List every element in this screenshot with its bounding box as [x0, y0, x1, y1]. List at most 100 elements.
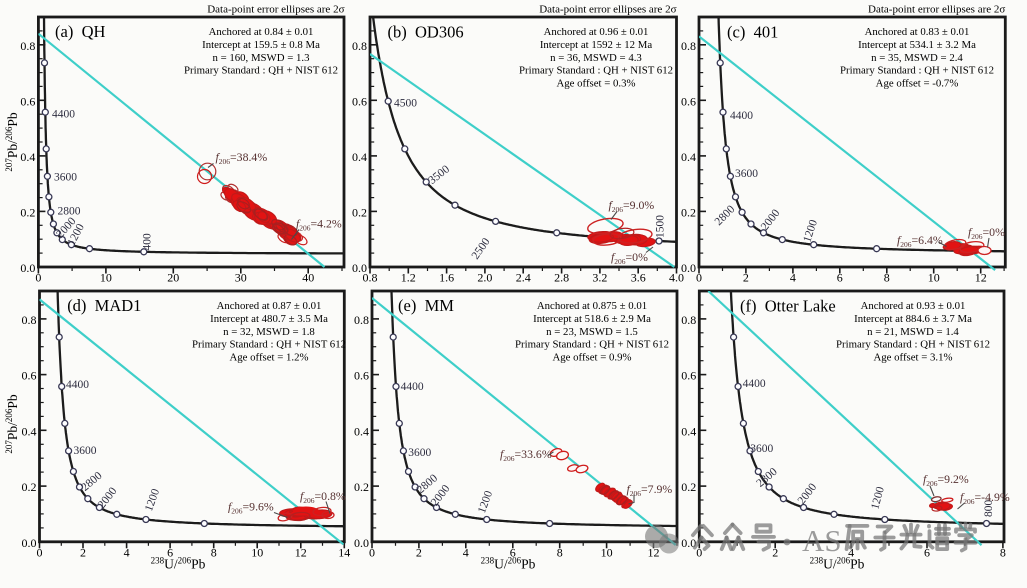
svg-text:Intercept at 884.6 ± 3.7 Ma: Intercept at 884.6 ± 3.7 Ma	[854, 313, 972, 325]
svg-text:f206=9.6%: f206=9.6%	[228, 500, 274, 516]
svg-text:238U/206Pb: 238U/206Pb	[810, 556, 865, 572]
svg-text:2: 2	[80, 545, 86, 559]
svg-text:Age offset = -0.7%: Age offset = -0.7%	[876, 77, 959, 89]
svg-text:0.6: 0.6	[352, 94, 367, 108]
svg-text:1200: 1200	[869, 485, 887, 511]
svg-text:3600: 3600	[54, 172, 77, 184]
svg-text:2800: 2800	[58, 206, 81, 218]
svg-text:Primary Standard : QH + NIST 6: Primary Standard : QH + NIST 612	[519, 65, 673, 77]
svg-text:4400: 4400	[401, 381, 424, 393]
svg-text:2.8: 2.8	[554, 271, 569, 285]
svg-text:12: 12	[295, 545, 307, 559]
svg-text:0.4: 0.4	[352, 150, 367, 164]
svg-text:Anchored at 0.87 ± 0.01: Anchored at 0.87 ± 0.01	[217, 300, 322, 312]
svg-text:(e) MM: (e) MM	[398, 296, 454, 315]
svg-text:30: 30	[235, 271, 247, 285]
svg-text:6: 6	[510, 545, 516, 559]
svg-text:Age offset = 0.9%: Age offset = 0.9%	[552, 351, 631, 363]
svg-text:4400: 4400	[743, 378, 766, 390]
svg-text:(a) QH: (a) QH	[55, 22, 105, 41]
svg-text:2: 2	[772, 545, 778, 559]
svg-text:1.2: 1.2	[401, 271, 416, 285]
svg-text:0.8: 0.8	[354, 313, 369, 327]
svg-text:0: 0	[35, 271, 41, 285]
svg-text:2: 2	[743, 271, 749, 285]
svg-text:f206=33.6%: f206=33.6%	[500, 447, 552, 463]
svg-text:0.6: 0.6	[354, 369, 369, 383]
svg-text:0.6: 0.6	[681, 369, 696, 383]
svg-text:0.4: 0.4	[22, 424, 37, 438]
svg-text:0: 0	[696, 545, 702, 559]
svg-text:8: 8	[884, 271, 890, 285]
svg-text:4: 4	[790, 271, 796, 285]
svg-text:4: 4	[848, 545, 854, 559]
svg-text:12: 12	[648, 545, 660, 559]
svg-text:238U/206Pb: 238U/206Pb	[481, 556, 536, 572]
svg-text:4.0: 4.0	[669, 271, 684, 285]
svg-text:0.2: 0.2	[681, 480, 696, 494]
svg-text:f206=9.0%: f206=9.0%	[609, 198, 655, 214]
svg-text:1500: 1500	[655, 215, 667, 238]
svg-text:Primary Standard : QH + NIST 6: Primary Standard : QH + NIST 612	[515, 339, 669, 351]
svg-text:6: 6	[837, 271, 843, 285]
svg-text:n = 32, MSWD = 1.8: n = 32, MSWD = 1.8	[223, 326, 315, 338]
svg-text:4: 4	[463, 545, 469, 559]
svg-text:0.6: 0.6	[20, 94, 35, 108]
svg-text:Anchored at 0.93 ± 0.01: Anchored at 0.93 ± 0.01	[861, 300, 966, 312]
svg-text:n = 21, MSWD = 1.4: n = 21, MSWD = 1.4	[867, 326, 959, 338]
svg-text:Data-point error ellipses are: Data-point error ellipses are 2σ	[539, 4, 676, 16]
svg-text:Intercept at 480.7 ± 3.5 Ma: Intercept at 480.7 ± 3.5 Ma	[210, 313, 328, 325]
svg-text:f206=0.8%: f206=0.8%	[300, 489, 346, 505]
svg-text:4400: 4400	[730, 110, 753, 122]
svg-text:20: 20	[167, 271, 179, 285]
svg-text:Data-point error ellipses are: Data-point error ellipses are 2σ	[868, 4, 1005, 16]
svg-text:3.2: 3.2	[592, 271, 607, 285]
svg-text:0.2: 0.2	[681, 205, 696, 219]
svg-text:Anchored at 0.83 ± 0.01: Anchored at 0.83 ± 0.01	[865, 26, 970, 38]
svg-text:3600: 3600	[408, 447, 431, 459]
svg-text:8: 8	[211, 545, 217, 559]
svg-text:Primary Standard : QH + NIST 6: Primary Standard : QH + NIST 612	[192, 339, 346, 351]
svg-text:0.0: 0.0	[22, 536, 37, 550]
svg-text:(d) MAD1: (d) MAD1	[67, 296, 141, 315]
svg-text:1.6: 1.6	[439, 271, 454, 285]
svg-text:2.4: 2.4	[516, 271, 531, 285]
svg-text:(c) 401: (c) 401	[727, 23, 778, 42]
svg-text:0.2: 0.2	[354, 480, 369, 494]
svg-text:0.0: 0.0	[352, 261, 367, 275]
svg-text:n = 36, MSWD = 4.3: n = 36, MSWD = 4.3	[550, 52, 642, 64]
svg-text:0.0: 0.0	[681, 536, 696, 550]
svg-text:f206=38.4%: f206=38.4%	[216, 150, 268, 166]
svg-text:Age offset = 1.2%: Age offset = 1.2%	[229, 351, 308, 363]
svg-text:0.8: 0.8	[363, 271, 378, 285]
svg-text:n = 35, MSWD = 2.4: n = 35, MSWD = 2.4	[871, 52, 963, 64]
svg-text:800: 800	[983, 500, 995, 518]
svg-text:0.2: 0.2	[20, 205, 35, 219]
svg-text:12: 12	[975, 271, 987, 285]
svg-text:n = 160, MSWD = 1.3: n = 160, MSWD = 1.3	[212, 52, 309, 64]
svg-text:0.8: 0.8	[681, 39, 696, 53]
svg-text:0.0: 0.0	[354, 536, 369, 550]
svg-text:(f) Otter Lake: (f) Otter Lake	[740, 297, 836, 316]
svg-text:0.8: 0.8	[20, 39, 35, 53]
svg-text:Age offset = 0.3%: Age offset = 0.3%	[556, 77, 635, 89]
svg-text:0.6: 0.6	[22, 369, 37, 383]
svg-text:0.8: 0.8	[681, 313, 696, 327]
svg-text:8: 8	[1000, 545, 1006, 559]
svg-text:f206=4.2%: f206=4.2%	[296, 217, 342, 233]
svg-text:Intercept at 534.1 ± 3.2 Ma: Intercept at 534.1 ± 3.2 Ma	[858, 39, 976, 51]
svg-text:3600: 3600	[750, 443, 773, 455]
svg-text:4500: 4500	[394, 98, 417, 110]
svg-text:(b) OD306: (b) OD306	[388, 23, 464, 42]
svg-text:2.0: 2.0	[477, 271, 492, 285]
svg-text:10: 10	[100, 271, 112, 285]
svg-text:0: 0	[369, 545, 375, 559]
svg-text:40: 40	[302, 271, 314, 285]
svg-text:Primary Standard : QH + NIST 6: Primary Standard : QH + NIST 612	[840, 65, 994, 77]
svg-text:207Pb/206Pb: 207Pb/206Pb	[4, 112, 20, 172]
svg-text:4400: 4400	[52, 109, 75, 121]
svg-text:0.8: 0.8	[22, 313, 37, 327]
svg-text:0.6: 0.6	[681, 94, 696, 108]
svg-text:Primary Standard : QH + NIST 6: Primary Standard : QH + NIST 612	[184, 65, 338, 77]
svg-text:AS: AS	[802, 523, 842, 558]
